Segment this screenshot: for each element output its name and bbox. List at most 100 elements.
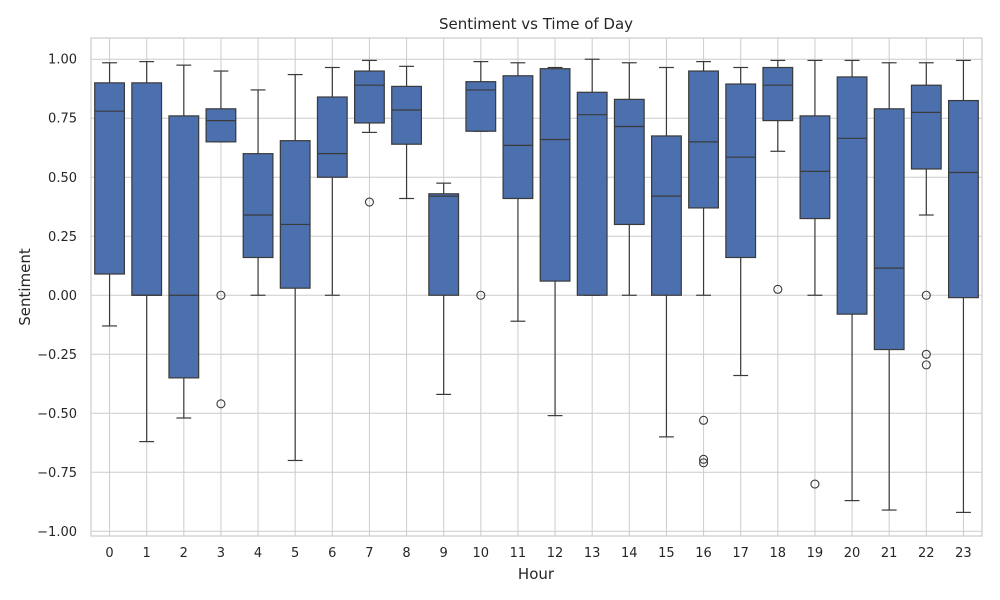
iqr-box <box>576 91 608 296</box>
box-hour-10 <box>465 61 497 300</box>
y-axis-title: Sentiment <box>16 248 34 326</box>
outlier-point <box>216 290 226 300</box>
box-hour-14 <box>613 62 645 296</box>
outlier-point <box>364 197 374 207</box>
box-hour-20 <box>836 59 868 502</box>
box-hour-8 <box>391 65 423 200</box>
iqr-box <box>613 98 645 226</box>
x-tick-label: 15 <box>658 546 675 561</box>
axes-frame <box>90 37 983 537</box>
iqr-box <box>279 140 311 289</box>
y-tick-label: −1.00 <box>37 525 77 540</box>
outlier-point <box>921 360 931 370</box>
x-tick-label: 17 <box>732 546 749 561</box>
box-hour-5 <box>279 73 311 462</box>
iqr-box <box>391 85 423 145</box>
box-hour-21 <box>873 62 905 511</box>
iqr-box <box>94 82 126 275</box>
y-tick-label: 0.00 <box>48 289 77 304</box>
plot-frame <box>90 37 983 537</box>
iqr-box <box>465 81 497 132</box>
box-hour-0 <box>94 62 126 327</box>
x-tick-label: 19 <box>807 546 824 561</box>
outlier-point <box>699 415 709 425</box>
x-tick-label: 22 <box>918 546 935 561</box>
x-tick-label: 20 <box>844 546 861 561</box>
x-tick-label: 14 <box>621 546 638 561</box>
x-tick-label: 2 <box>180 546 188 561</box>
iqr-box <box>873 108 905 351</box>
box-series <box>94 58 979 513</box>
iqr-box <box>428 193 460 296</box>
box-hour-18 <box>762 59 794 294</box>
y-tick-label: −0.50 <box>37 407 77 422</box>
box-hour-6 <box>316 66 348 296</box>
box-hour-17 <box>725 66 757 377</box>
box-hour-11 <box>502 62 534 322</box>
iqr-box <box>539 68 571 282</box>
box-hour-2 <box>168 64 200 419</box>
outlier-point <box>699 458 709 468</box>
y-tick-label: −0.25 <box>37 348 77 363</box>
box-hour-3 <box>205 70 237 409</box>
x-tick-label: 1 <box>143 546 151 561</box>
box-hour-16 <box>688 61 720 468</box>
x-tick-label: 5 <box>291 546 299 561</box>
outlier-point <box>216 399 226 409</box>
outlier-point <box>773 284 783 294</box>
y-tick-label: 0.75 <box>48 112 77 127</box>
iqr-box <box>762 66 794 122</box>
iqr-box <box>168 115 200 379</box>
x-tick-label: 13 <box>584 546 601 561</box>
outlier-point <box>921 290 931 300</box>
box-hour-1 <box>131 61 163 443</box>
box-hour-19 <box>799 59 831 489</box>
x-tick-label: 7 <box>365 546 373 561</box>
x-axis-title: Hour <box>518 565 555 583</box>
iqr-box <box>353 70 385 124</box>
box-hour-22 <box>910 62 942 370</box>
iqr-box <box>688 70 720 209</box>
x-tick-label: 9 <box>440 546 448 561</box>
iqr-box <box>131 82 163 296</box>
iqr-box <box>650 135 682 296</box>
box-hour-7 <box>353 59 385 207</box>
x-tick-label: 18 <box>770 546 787 561</box>
x-tick-label: 6 <box>328 546 336 561</box>
y-tick-label: −0.75 <box>37 466 77 481</box>
outlier-point <box>810 479 820 489</box>
x-tick-label: 10 <box>473 546 490 561</box>
outlier-point <box>476 290 486 300</box>
iqr-box <box>910 84 942 170</box>
box-hour-9 <box>428 182 460 395</box>
iqr-box <box>799 115 831 220</box>
chart-title: Sentiment vs Time of Day <box>439 15 633 33</box>
y-tick-label: 1.00 <box>48 53 77 68</box>
x-tick-label: 12 <box>547 546 564 561</box>
y-tick-label: 0.50 <box>48 171 77 186</box>
iqr-box <box>836 76 868 315</box>
x-tick-labels: 0 1 2 3 4 5 6 7 8 9 10 11 12 13 14 15 16 17 18 19 20 21 22 23 <box>105 546 971 561</box>
iqr-box <box>205 108 237 143</box>
box-hour-15 <box>650 66 682 438</box>
x-tick-label: 0 <box>105 546 113 561</box>
box-hour-12 <box>539 66 571 417</box>
x-tick-label: 21 <box>881 546 898 561</box>
x-tick-label: 4 <box>254 546 262 561</box>
x-tick-label: 16 <box>695 546 712 561</box>
box-hour-4 <box>242 89 274 296</box>
x-tick-label: 8 <box>402 546 410 561</box>
iqr-box <box>725 83 757 259</box>
x-tick-label: 3 <box>217 546 225 561</box>
iqr-box <box>502 75 534 200</box>
outlier-point <box>699 454 709 464</box>
x-tick-label: 11 <box>510 546 527 561</box>
y-tick-label: 0.25 <box>48 230 77 245</box>
iqr-box <box>242 153 274 259</box>
iqr-box <box>316 96 348 178</box>
box-hour-13 <box>576 58 608 296</box>
box-hour-23 <box>947 59 979 513</box>
